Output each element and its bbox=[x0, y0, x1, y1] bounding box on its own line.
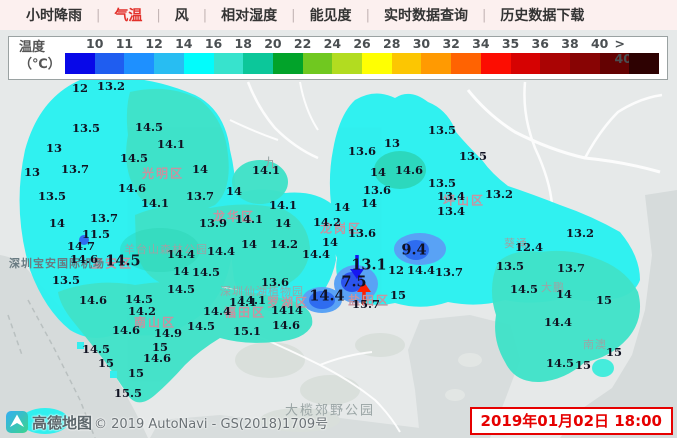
tab-4[interactable]: 相对湿度 bbox=[221, 8, 278, 24]
legend-tick-label: 22 bbox=[293, 36, 312, 51]
legend-block-4: 14 bbox=[154, 36, 193, 74]
legend-block-5: 16 bbox=[183, 36, 222, 74]
tab-6[interactable]: 实时数据查询 bbox=[383, 8, 468, 24]
nav-divider: | bbox=[202, 7, 208, 23]
legend-block-10: 26 bbox=[332, 36, 371, 74]
maritime-boundary bbox=[7, 299, 96, 438]
up-arrow-marker bbox=[357, 282, 371, 305]
legend-tick-label: 20 bbox=[264, 36, 282, 51]
tab-7[interactable]: 历史数据下载 bbox=[500, 8, 585, 24]
nav-divider: | bbox=[481, 7, 487, 23]
legend-title-line2: （℃） bbox=[19, 57, 61, 73]
legend-block-7: 20 bbox=[243, 36, 282, 74]
legend-block-19: > 40 bbox=[599, 36, 632, 74]
legend-tick-label: 14 bbox=[175, 36, 193, 51]
legend-block-18: 40 bbox=[569, 36, 608, 74]
legend-block-17: 38 bbox=[540, 36, 579, 74]
tab-2[interactable]: 气温 bbox=[114, 8, 143, 24]
nav-divider: | bbox=[156, 7, 161, 23]
legend-block-14: 34 bbox=[451, 36, 490, 74]
nav-divider: | bbox=[291, 7, 296, 23]
legend-block-9: 24 bbox=[302, 36, 341, 74]
temp-overlay-teal-dark bbox=[120, 151, 426, 272]
map-attribution: 高德地图 © 2019 AutoNavi - GS(2018)1709号 bbox=[6, 411, 328, 433]
legend-tick-label: > 40 bbox=[614, 36, 632, 66]
legend-title: 温度 （℃） bbox=[19, 40, 63, 74]
tab-1[interactable]: 小时降雨 bbox=[26, 8, 82, 24]
legend-tick-label: 26 bbox=[353, 36, 371, 51]
tab-5[interactable]: 能见度 bbox=[309, 8, 352, 24]
down-arrow-marker bbox=[350, 255, 364, 279]
temperature-legend: 温度 （℃） 10 11 12 14 16 18 20 22 24 26 28 30 32 34 35 36 3… bbox=[8, 36, 668, 80]
legend-block-2: 11 bbox=[94, 36, 133, 74]
amap-logo-icon[interactable] bbox=[6, 411, 28, 433]
legend-color-scale: 10 11 12 14 16 18 20 22 24 26 28 30 32 34 35 36 38 40 > 40 bbox=[65, 36, 660, 74]
legend-block-12: 30 bbox=[391, 36, 430, 74]
legend-tick-label: 11 bbox=[115, 36, 134, 51]
data-timestamp: 2019年01月02日 18:00 bbox=[469, 407, 673, 435]
legend-tick-label: 10 bbox=[86, 36, 104, 51]
legend-block-16: 36 bbox=[510, 36, 549, 74]
top-nav: 小时降雨 | 气温 | 风 | 相对湿度 | 能见度 | 实时数据查询 | 历史数据下载 bbox=[0, 0, 677, 30]
legend-tick-label: 28 bbox=[383, 36, 401, 51]
legend-tick-label: 18 bbox=[234, 36, 252, 51]
roads bbox=[229, 81, 663, 433]
legend-tick-label: 30 bbox=[412, 36, 431, 51]
legend-block-8: 22 bbox=[272, 36, 311, 74]
nav-divider: | bbox=[96, 7, 101, 23]
legend-tick-label: 34 bbox=[472, 36, 490, 51]
nav-divider: | bbox=[365, 7, 370, 23]
legend-block-6: 18 bbox=[213, 36, 252, 74]
legend-block-3: 12 bbox=[124, 36, 163, 74]
legend-tick-label: 24 bbox=[323, 36, 342, 51]
tab-3[interactable]: 风 bbox=[174, 8, 189, 24]
legend-tick-label: 12 bbox=[145, 36, 163, 51]
temp-spot-blue bbox=[77, 233, 614, 378]
legend-block-15: 35 bbox=[480, 36, 519, 74]
legend-tick-label: 36 bbox=[531, 36, 549, 51]
temp-overlay-teal bbox=[58, 88, 641, 403]
legend-block-1: 10 bbox=[65, 36, 103, 74]
legend-block-11: 28 bbox=[362, 36, 400, 74]
legend-title-line1: 温度 bbox=[19, 40, 46, 56]
legend-tick-label: 38 bbox=[561, 36, 579, 51]
legend-block-20 bbox=[629, 53, 660, 74]
legend-tick-label: 35 bbox=[501, 36, 520, 51]
legend-tick-label: 16 bbox=[204, 36, 223, 51]
legend-block-13: 32 bbox=[421, 36, 460, 74]
legend-tick-label: 40 bbox=[590, 36, 609, 51]
legend-tick-label: 32 bbox=[442, 36, 460, 51]
copyright-text: © 2019 AutoNavi - GS(2018)1709号 bbox=[94, 416, 329, 432]
amap-logo-text[interactable]: 高德地图 bbox=[32, 413, 93, 432]
